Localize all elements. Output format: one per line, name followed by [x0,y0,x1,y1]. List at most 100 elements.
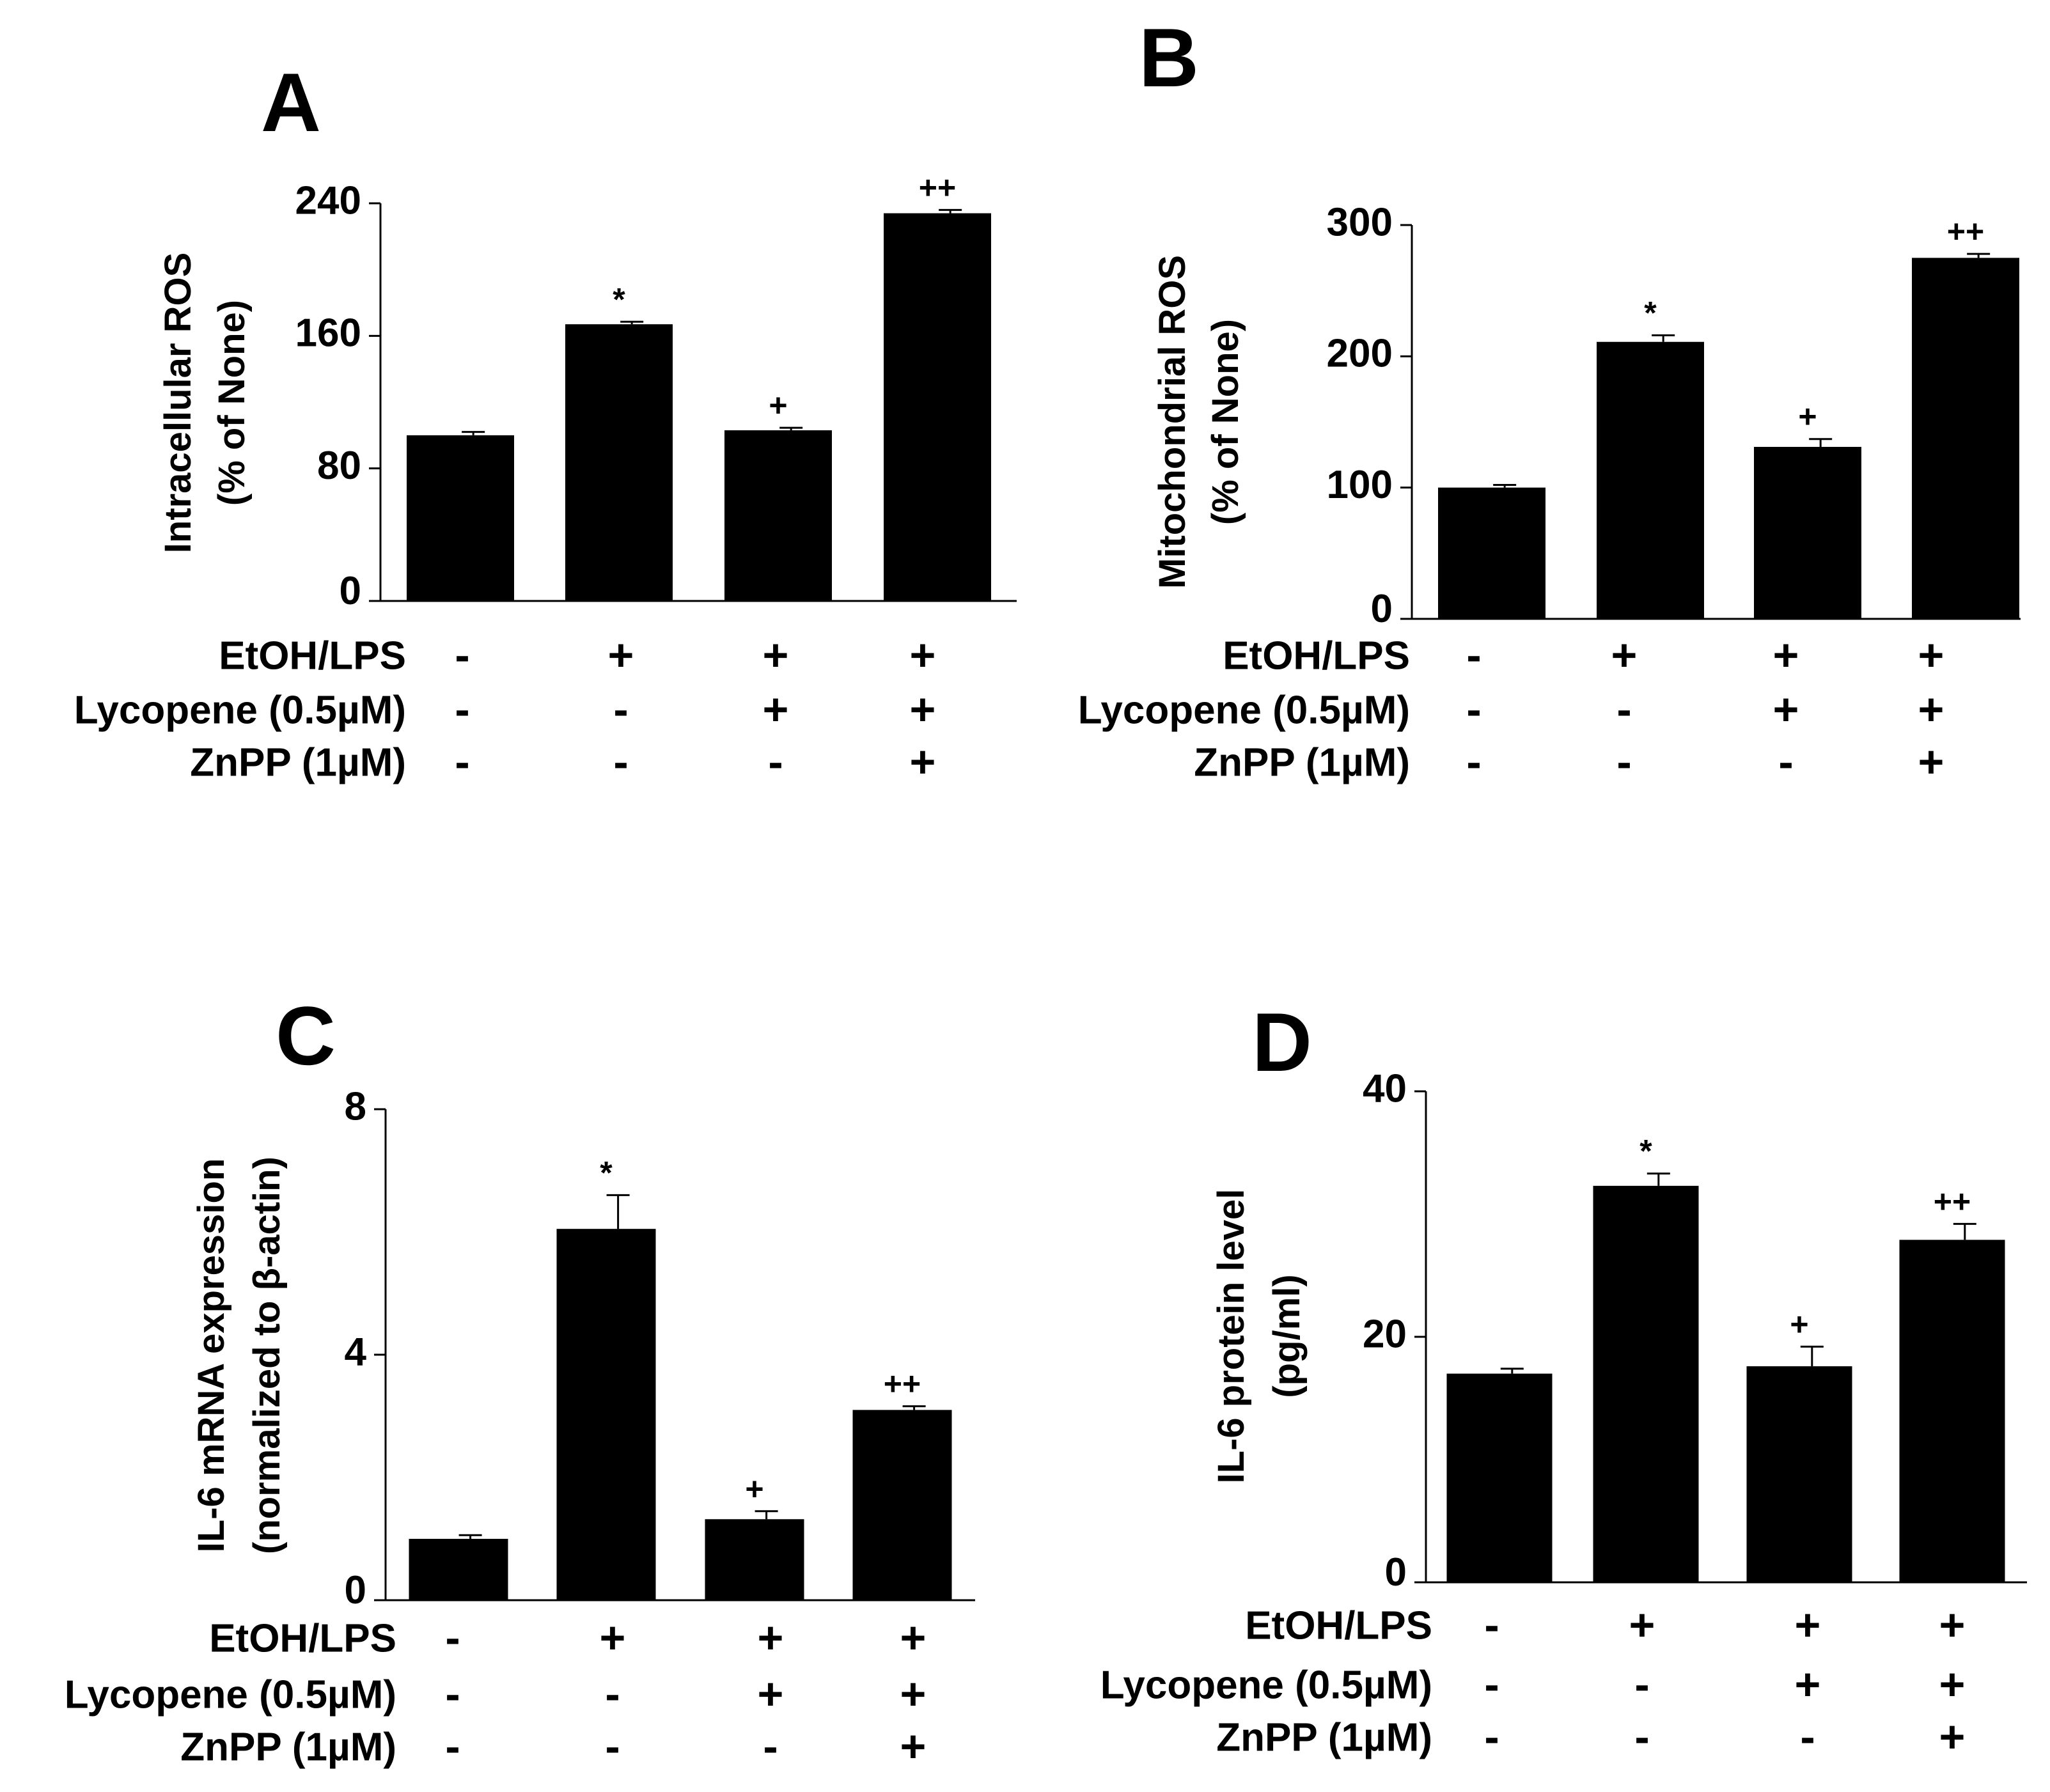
y-tick-label: 0 [345,1568,366,1612]
treatment-sign: - [1616,736,1631,786]
treatment-label: EtOH/LPS [209,1616,396,1660]
y-tick-label: 0 [340,569,361,613]
treatment-sign: - [613,684,628,734]
treatment-sign: - [1634,1711,1649,1761]
treatment-sign: + [1795,1659,1821,1709]
y-tick-label: 8 [345,1084,366,1128]
treatment-sign: - [605,1669,620,1718]
treatment-sign: + [910,736,936,786]
treatment-sign: - [1466,630,1481,680]
treatment-sign: - [445,1669,460,1718]
treatment-sign: - [455,684,469,734]
treatment-sign: + [1918,736,1944,786]
bar [724,430,832,601]
treatment-sign: - [1466,736,1481,786]
significance-mark: ++ [919,169,956,205]
treatment-label: ZnPP (1µM) [1194,740,1410,784]
treatment-sign: + [758,1669,784,1718]
bar [1746,1366,1852,1582]
significance-mark: * [1644,295,1657,331]
treatment-label: EtOH/LPS [1223,634,1410,678]
chart-panel-b: B 0 100 200 300 Mitochondrial ROS (% of None) *… [1078,11,2021,786]
treatment-sign: + [1629,1600,1655,1649]
treatment-sign: - [768,736,783,786]
treatment-sign: + [763,684,789,734]
bar [565,324,673,601]
treatment-label: ZnPP (1µM) [180,1725,396,1769]
bar [556,1229,656,1600]
panel-letter: C [276,989,336,1082]
treatment-label: EtOH/LPS [219,634,406,678]
treatment-sign: + [1939,1600,1966,1649]
y-tick-label: 40 [1363,1066,1407,1110]
treatment-sign: + [1918,684,1944,734]
bar [407,435,514,601]
treatment-sign: + [1773,630,1799,680]
treatment-label: Lycopene (0.5µM) [74,688,406,732]
treatment-label: Lycopene (0.5µM) [65,1672,396,1717]
panel-letter: B [1139,11,1199,104]
treatment-label: ZnPP (1µM) [1216,1715,1432,1759]
bar [1597,341,1704,619]
treatment-sign: - [1466,684,1481,734]
treatment-sign: + [763,630,789,680]
treatment-sign: - [445,1612,460,1662]
bar [1438,487,1545,619]
bar [884,213,991,601]
chart-panel-a: A 0 80 160 240 Intracellular ROS (% of None) * +… [74,56,1017,786]
bar [852,1410,952,1600]
treatment-sign: + [910,630,936,680]
treatment-sign: - [1800,1711,1815,1761]
bar [1899,1240,2005,1582]
treatment-sign: - [1484,1711,1499,1761]
treatment-sign: + [910,684,936,734]
significance-mark: + [1798,399,1817,435]
significance-mark: ++ [1934,1183,1971,1219]
treatment-sign: + [758,1612,784,1662]
treatment-sign: - [1616,684,1631,734]
treatment-sign: - [1484,1600,1499,1649]
y-tick-label: 0 [1371,587,1393,631]
significance-mark: ++ [1947,214,1984,249]
y-axis-title: (% of None) [1205,319,1246,525]
y-tick-label: 100 [1327,463,1393,507]
panel-letter: D [1252,995,1312,1089]
significance-mark: * [600,1155,613,1190]
y-axis-title: (% of None) [211,300,253,506]
significance-mark: * [1639,1134,1652,1169]
treatment-sign: + [600,1612,626,1662]
panel-letter: A [261,56,321,149]
treatment-label: Lycopene (0.5µM) [1078,688,1410,732]
y-axis-title: Intracellular ROS [157,253,199,554]
y-tick-label: 0 [1385,1550,1407,1594]
treatment-sign: + [900,1612,927,1662]
significance-mark: * [613,281,625,317]
y-tick-label: 160 [295,311,361,355]
treatment-sign: - [455,630,469,680]
significance-mark: + [769,387,787,423]
treatment-sign: + [1939,1711,1966,1761]
bar [1446,1373,1553,1582]
treatment-sign: - [1634,1659,1649,1709]
treatment-sign: - [605,1721,620,1771]
y-tick-label: 200 [1327,332,1393,376]
treatment-sign: + [608,630,634,680]
y-tick-label: 300 [1327,200,1393,244]
y-axis-title: Mitochondrial ROS [1152,255,1193,589]
y-axis-title: IL-6 protein level [1210,1189,1252,1484]
treatment-sign: + [1939,1659,1966,1709]
treatment-sign: - [1778,736,1793,786]
bar [1912,258,2019,619]
significance-mark: + [1790,1306,1808,1342]
bar [1754,447,1861,619]
treatment-label: Lycopene (0.5µM) [1100,1663,1432,1707]
y-tick-label: 4 [345,1330,367,1374]
treatment-sign: - [613,736,628,786]
bar [409,1539,508,1600]
treatment-sign: + [1773,684,1799,734]
treatment-sign: + [900,1721,927,1771]
treatment-sign: + [1611,630,1638,680]
y-axis-title: (pg/ml) [1266,1274,1308,1398]
